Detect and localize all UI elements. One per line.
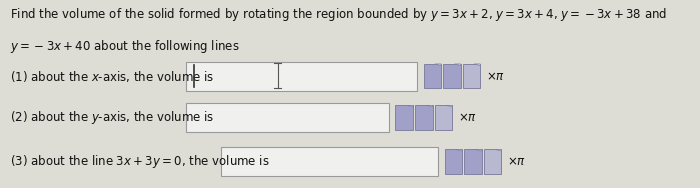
Polygon shape xyxy=(475,149,482,151)
Polygon shape xyxy=(456,149,462,151)
Text: $\times\pi$: $\times\pi$ xyxy=(486,70,505,83)
Polygon shape xyxy=(407,105,413,107)
FancyBboxPatch shape xyxy=(484,149,501,174)
Text: $\times\pi$: $\times\pi$ xyxy=(458,111,477,124)
FancyBboxPatch shape xyxy=(415,105,433,130)
FancyBboxPatch shape xyxy=(186,62,416,91)
Polygon shape xyxy=(474,64,480,66)
Text: (1) about the $x$-axis, the volume is: (1) about the $x$-axis, the volume is xyxy=(10,69,215,84)
FancyBboxPatch shape xyxy=(444,149,462,174)
Polygon shape xyxy=(454,64,461,66)
FancyBboxPatch shape xyxy=(186,103,388,132)
Text: (2) about the $y$-axis, the volume is: (2) about the $y$-axis, the volume is xyxy=(10,109,215,126)
Text: $y = -3x + 40$ about the following lines: $y = -3x + 40$ about the following lines xyxy=(10,38,240,55)
FancyBboxPatch shape xyxy=(424,64,441,88)
Text: $\times\pi$: $\times\pi$ xyxy=(507,155,526,168)
Polygon shape xyxy=(435,64,441,66)
FancyBboxPatch shape xyxy=(220,147,438,176)
FancyBboxPatch shape xyxy=(435,105,452,130)
FancyBboxPatch shape xyxy=(464,149,482,174)
Text: Find the volume of the solid formed by rotating the region bounded by $y = 3x + : Find the volume of the solid formed by r… xyxy=(10,6,668,23)
Text: (3) about the line $3x + 3y = 0$, the volume is: (3) about the line $3x + 3y = 0$, the vo… xyxy=(10,153,270,170)
Polygon shape xyxy=(495,149,501,151)
Polygon shape xyxy=(446,105,452,107)
FancyBboxPatch shape xyxy=(395,105,413,130)
Polygon shape xyxy=(426,105,433,107)
FancyBboxPatch shape xyxy=(463,64,480,88)
FancyBboxPatch shape xyxy=(443,64,461,88)
